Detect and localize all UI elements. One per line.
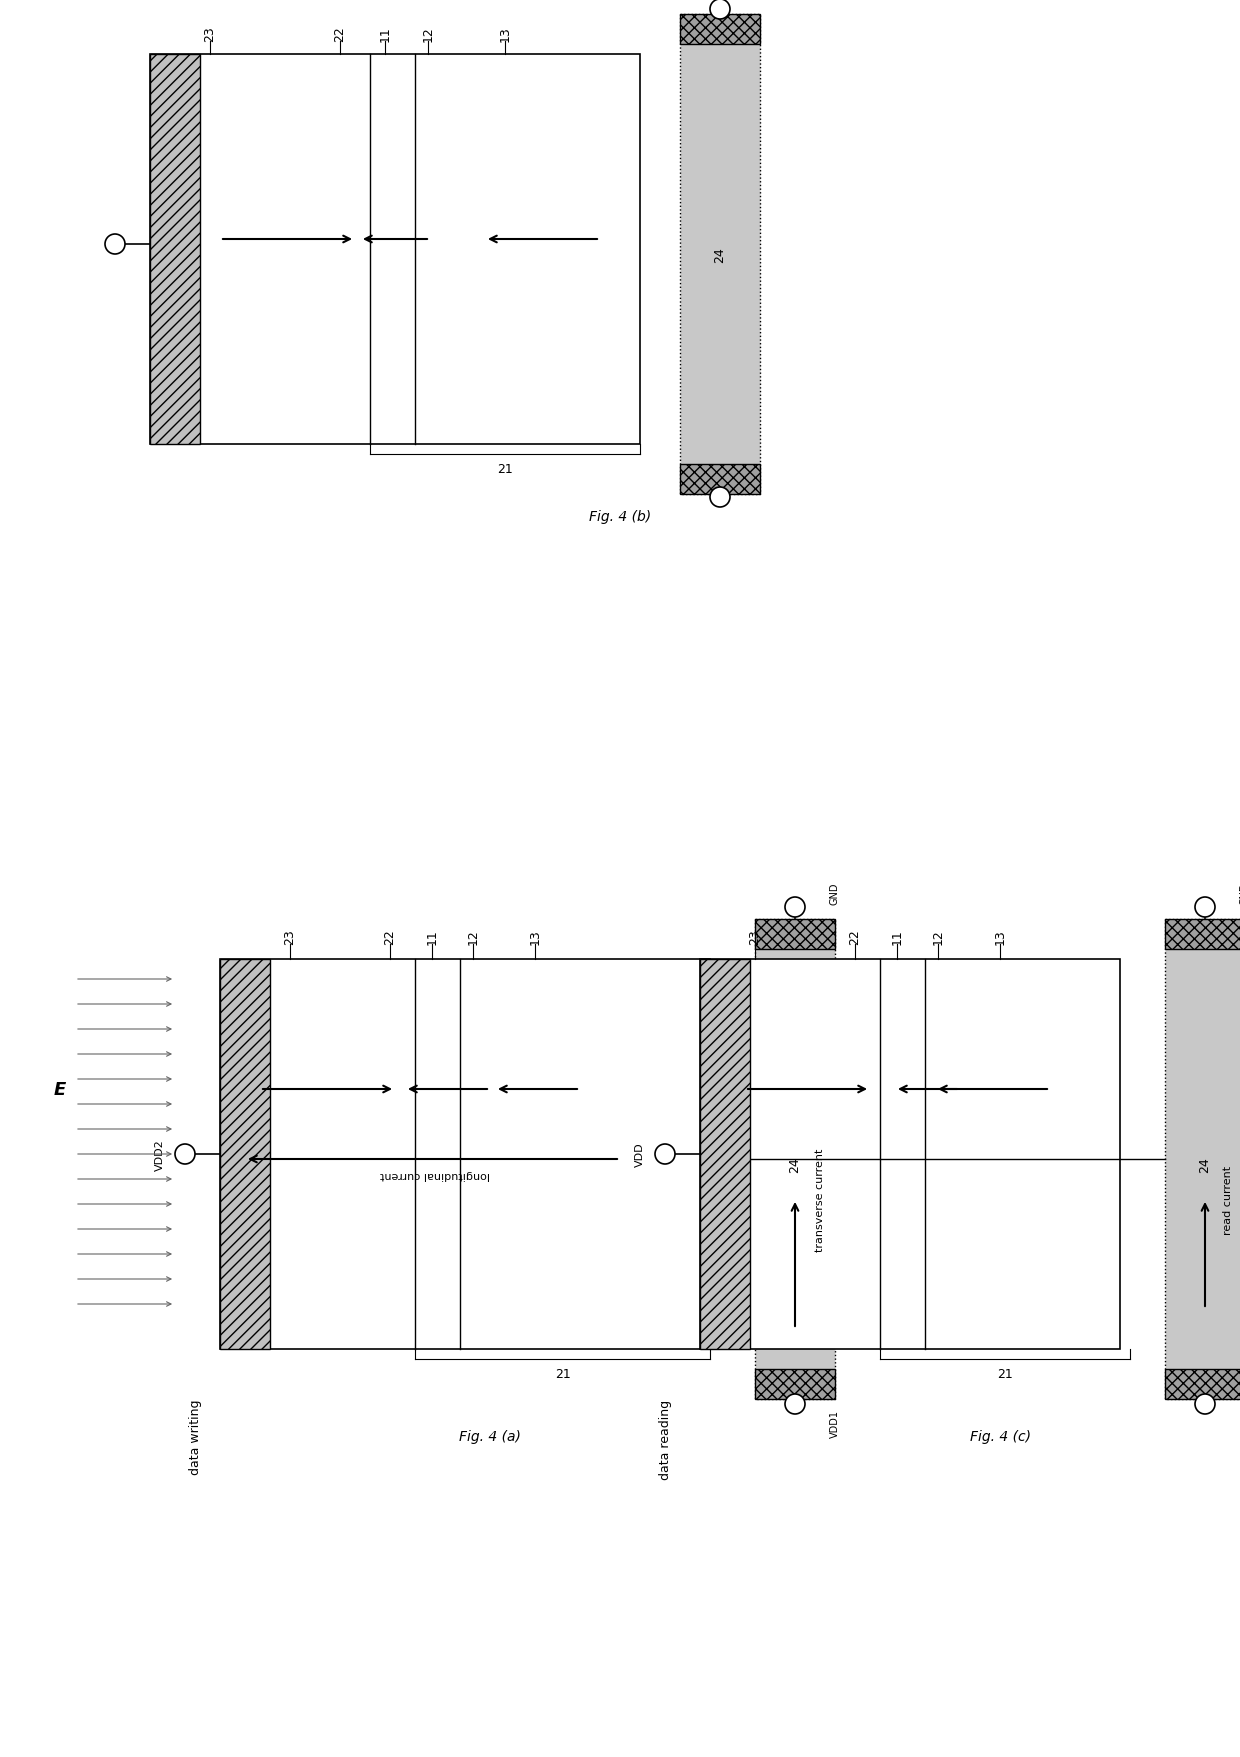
Text: 21: 21 [497, 462, 513, 476]
Text: read current: read current [1223, 1165, 1233, 1233]
Circle shape [785, 1395, 805, 1414]
Text: data reading: data reading [658, 1399, 672, 1479]
Text: 21: 21 [997, 1367, 1013, 1381]
Bar [680, 16, 760, 495]
Text: 23: 23 [749, 929, 761, 945]
Text: E: E [53, 1081, 66, 1098]
Circle shape [105, 235, 125, 255]
Text: 22: 22 [383, 929, 397, 945]
Circle shape [711, 488, 730, 508]
Text: 22: 22 [334, 26, 346, 42]
Text: 12: 12 [422, 26, 434, 42]
Bar [755, 919, 835, 1399]
Text: 24: 24 [789, 1156, 801, 1172]
Text: Fig. 4 (b): Fig. 4 (b) [589, 510, 651, 524]
Text: 24: 24 [713, 248, 727, 264]
Bar [680, 16, 760, 46]
Text: 21: 21 [554, 1367, 570, 1381]
Text: 13: 13 [528, 929, 542, 945]
Circle shape [785, 898, 805, 917]
Bar [219, 959, 270, 1349]
Text: 23: 23 [203, 26, 217, 42]
Circle shape [175, 1144, 195, 1165]
Circle shape [711, 0, 730, 19]
Text: 22: 22 [848, 929, 862, 945]
Text: VDD2: VDD2 [155, 1139, 165, 1170]
Text: 11: 11 [425, 929, 439, 945]
Bar [150, 54, 640, 445]
Text: 12: 12 [466, 929, 480, 945]
Circle shape [1195, 898, 1215, 917]
Text: VDD: VDD [635, 1142, 645, 1167]
Text: 11: 11 [378, 26, 392, 42]
Bar [1166, 919, 1240, 949]
Bar [755, 919, 835, 949]
Text: 24: 24 [1199, 1156, 1211, 1172]
Circle shape [1195, 1395, 1215, 1414]
Text: 11: 11 [890, 929, 904, 945]
Bar [1166, 1369, 1240, 1399]
Text: transverse current: transverse current [815, 1147, 825, 1251]
Bar [219, 959, 711, 1349]
Bar [755, 1369, 835, 1399]
Text: 13: 13 [993, 929, 1007, 945]
Text: data writing: data writing [188, 1399, 201, 1474]
Bar [701, 959, 750, 1349]
Bar [701, 959, 1120, 1349]
Text: VDD1: VDD1 [830, 1409, 839, 1437]
Text: 12: 12 [931, 929, 945, 945]
Text: 13: 13 [498, 26, 511, 42]
Text: GND: GND [830, 882, 839, 905]
Text: longitudinal current: longitudinal current [379, 1170, 490, 1179]
Bar [150, 54, 200, 445]
Circle shape [655, 1144, 675, 1165]
Text: Fig. 4 (a): Fig. 4 (a) [459, 1428, 521, 1442]
Bar [680, 466, 760, 495]
Text: Fig. 4 (c): Fig. 4 (c) [970, 1428, 1030, 1442]
Bar [1166, 919, 1240, 1399]
Text: 23: 23 [284, 929, 296, 945]
